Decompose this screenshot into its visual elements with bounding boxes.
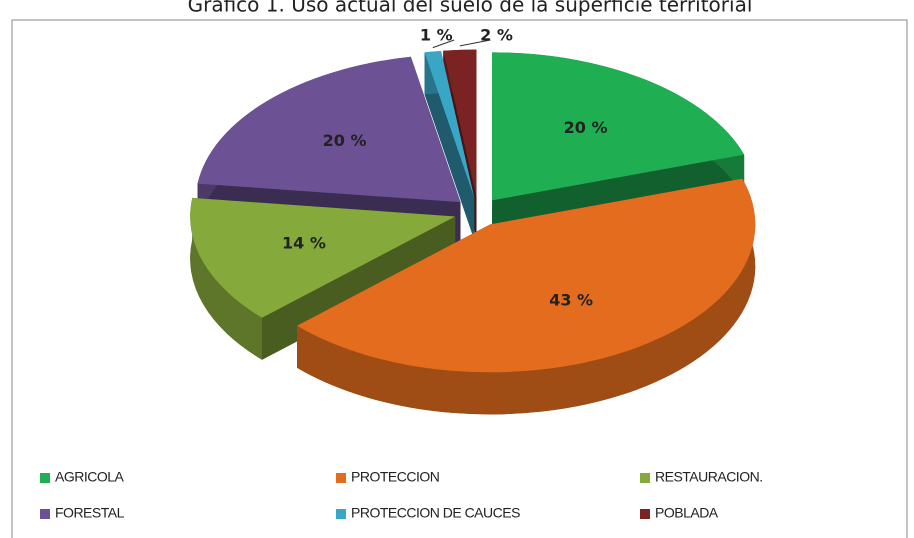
slice-top [424, 50, 475, 198]
slice [424, 50, 475, 240]
data-label: 20 % [323, 131, 367, 150]
chart-title: Gráfico 1. Uso actual del suelo de la su… [188, 0, 753, 17]
slice-top [197, 56, 461, 203]
slice [297, 178, 756, 415]
data-label: 1 % [420, 26, 453, 45]
legend-swatch [640, 509, 650, 519]
slice-top [443, 49, 477, 198]
legend-swatch [336, 509, 346, 519]
legend-label: PROTECCION DE CAUCES [351, 505, 520, 521]
slice-wall [190, 197, 262, 360]
legend-label: FORESTAL [55, 505, 125, 521]
legend-label: AGRICOLA [55, 469, 125, 485]
leader-line [432, 39, 455, 49]
slice-top [492, 52, 745, 201]
data-label: 43 % [549, 290, 593, 309]
leader-line [459, 39, 491, 47]
data-label: 2 % [480, 26, 513, 45]
slice-side [424, 52, 475, 240]
legend-label: POBLADA [655, 505, 719, 521]
legend-swatch [336, 473, 346, 483]
legend-swatch [40, 509, 50, 519]
data-label: 14 % [282, 233, 326, 252]
legend-swatch [640, 473, 650, 483]
slice-top [190, 197, 456, 318]
slice-top [297, 178, 756, 373]
legend-label: PROTECCION [351, 469, 439, 485]
slice-wall [297, 178, 756, 415]
legend-swatch [40, 473, 50, 483]
legend-label: RESTAURACION. [655, 469, 763, 485]
data-label: 20 % [564, 118, 608, 137]
